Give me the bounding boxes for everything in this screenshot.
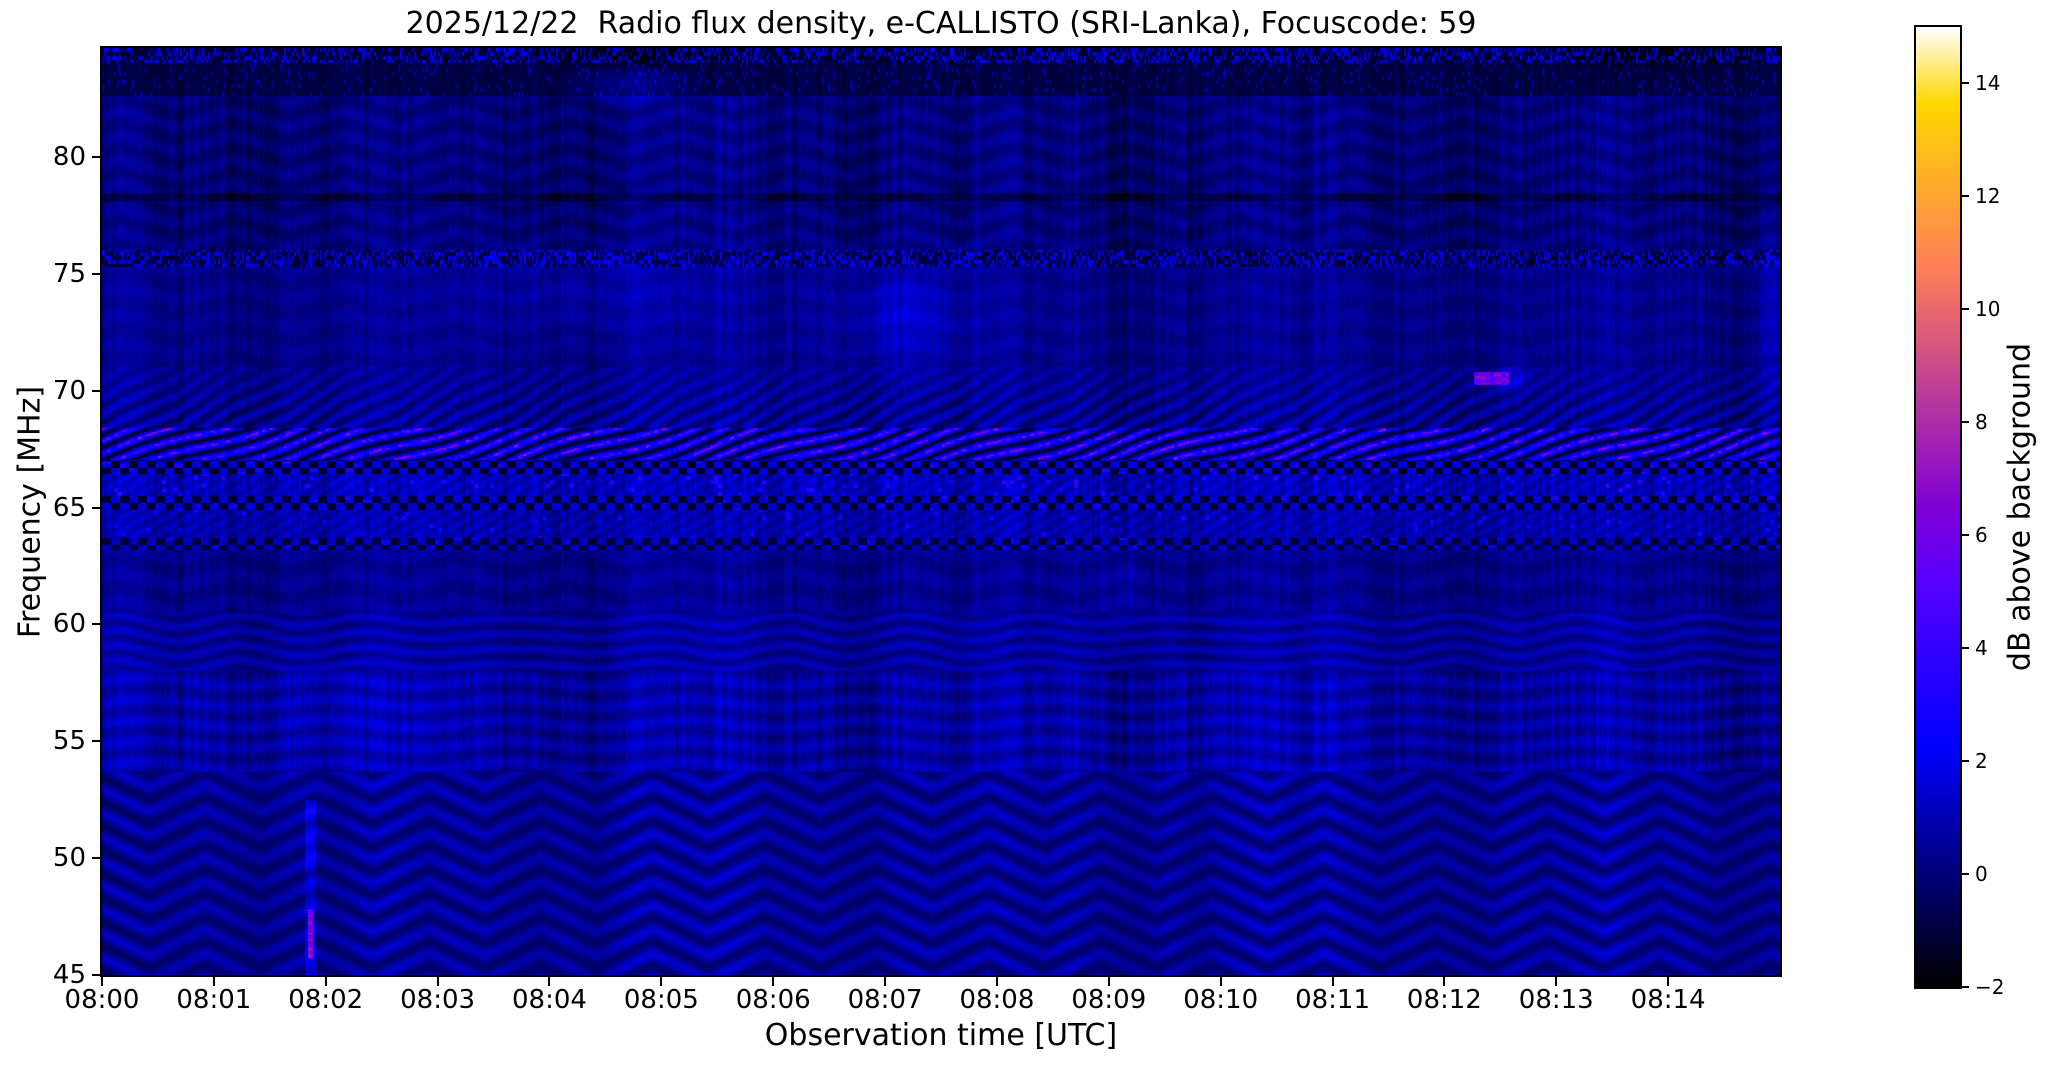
x-tick bbox=[772, 977, 775, 986]
x-tick-label: 08:13 bbox=[1518, 985, 1594, 1015]
x-axis-label: Observation time [UTC] bbox=[764, 1018, 1118, 1053]
x-tick bbox=[1667, 977, 1670, 986]
colorbar-tick bbox=[1962, 82, 1969, 85]
x-tick-label: 08:04 bbox=[511, 985, 587, 1015]
spectrogram-heatmap bbox=[100, 46, 1782, 977]
x-tick-label: 08:09 bbox=[1071, 985, 1147, 1015]
colorbar-tick bbox=[1962, 308, 1969, 311]
chart-title: 2025/12/22 Radio flux density, e-CALLIST… bbox=[405, 6, 1477, 41]
x-tick-label: 08:03 bbox=[400, 985, 476, 1015]
x-tick-label: 08:08 bbox=[959, 985, 1035, 1015]
colorbar-tick-label: 10 bbox=[1975, 297, 2001, 322]
y-tick-label: 70 bbox=[52, 375, 86, 406]
colorbar-tick-label: 4 bbox=[1975, 636, 1988, 661]
x-tick bbox=[1443, 977, 1446, 986]
colorbar-gradient bbox=[1914, 25, 1962, 989]
colorbar-tick-label: −2 bbox=[1975, 975, 2005, 999]
colorbar-tick-label: 14 bbox=[1975, 71, 2001, 96]
x-tick bbox=[1555, 977, 1558, 986]
colorbar-tick bbox=[1962, 873, 1969, 876]
colorbar-tick bbox=[1962, 760, 1969, 763]
y-tick-label: 45 bbox=[52, 960, 86, 990]
x-tick bbox=[436, 977, 439, 986]
colorbar-tick-label: 2 bbox=[1975, 749, 1988, 774]
y-tick bbox=[92, 506, 101, 509]
y-tick bbox=[92, 272, 101, 275]
y-tick bbox=[92, 155, 101, 158]
x-tick bbox=[212, 977, 215, 986]
y-tick-label: 50 bbox=[52, 843, 86, 874]
y-tick bbox=[92, 857, 101, 860]
colorbar-tick bbox=[1962, 534, 1969, 537]
colorbar-tick-label: 0 bbox=[1975, 862, 1988, 887]
y-tick-label: 60 bbox=[52, 609, 86, 640]
y-tick-label: 65 bbox=[52, 492, 86, 523]
x-tick bbox=[884, 977, 887, 986]
colorbar-tick-label: 12 bbox=[1975, 184, 2001, 209]
colorbar-label: dB above background bbox=[2002, 342, 2038, 672]
colorbar-tick bbox=[1962, 986, 1969, 988]
colorbar-tick-label: 6 bbox=[1975, 523, 1988, 548]
y-tick-label: 75 bbox=[52, 258, 86, 289]
y-tick bbox=[92, 740, 101, 743]
y-axis-label: Frequency [MHz] bbox=[12, 385, 48, 639]
y-tick-label: 80 bbox=[52, 141, 86, 172]
x-tick-label: 08:06 bbox=[735, 985, 811, 1015]
x-tick bbox=[324, 977, 327, 986]
x-tick-label: 08:05 bbox=[623, 985, 699, 1015]
x-tick-label: 08:12 bbox=[1406, 985, 1482, 1015]
x-tick-label: 08:02 bbox=[288, 985, 364, 1015]
y-tick bbox=[92, 974, 101, 976]
y-tick bbox=[92, 623, 101, 626]
y-tick-label: 55 bbox=[52, 726, 86, 757]
y-tick bbox=[92, 389, 101, 392]
x-tick bbox=[660, 977, 663, 986]
colorbar-tick bbox=[1962, 195, 1969, 198]
x-tick bbox=[1331, 977, 1334, 986]
x-tick-label: 08:07 bbox=[847, 985, 923, 1015]
x-tick bbox=[548, 977, 551, 986]
x-tick-label: 08:14 bbox=[1630, 985, 1706, 1015]
x-tick-label: 08:01 bbox=[176, 985, 252, 1015]
x-tick bbox=[101, 977, 103, 986]
colorbar-tick bbox=[1962, 647, 1969, 650]
x-tick bbox=[995, 977, 998, 986]
x-tick bbox=[1107, 977, 1110, 986]
x-tick-label: 08:00 bbox=[64, 985, 140, 1015]
x-tick-label: 08:11 bbox=[1295, 985, 1370, 1015]
x-tick-label: 08:10 bbox=[1183, 985, 1259, 1015]
colorbar-tick bbox=[1962, 421, 1969, 424]
x-tick bbox=[1219, 977, 1222, 986]
colorbar-tick-label: 8 bbox=[1975, 410, 1988, 435]
